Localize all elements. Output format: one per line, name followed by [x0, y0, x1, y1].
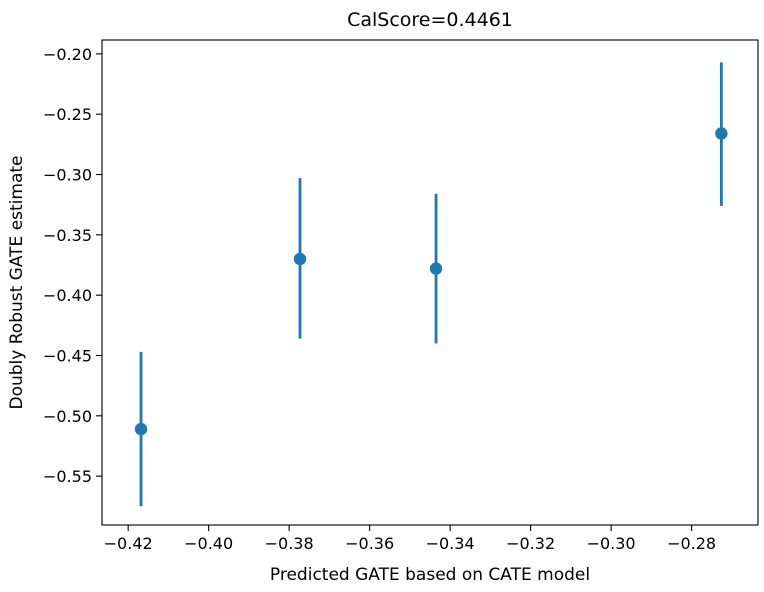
y-tick-label: −0.45 — [43, 346, 92, 365]
x-tick-label: −0.30 — [587, 534, 636, 553]
data-point — [429, 262, 443, 275]
x-tick-label: −0.36 — [345, 534, 394, 553]
y-tick-label: −0.30 — [43, 166, 92, 185]
y-axis: −0.55 −0.50 −0.45 −0.40 −0.35 −0.30 −0.25 −0.20 — [43, 45, 102, 486]
data-point — [134, 422, 148, 436]
data-point — [715, 127, 728, 140]
marker-group — [134, 127, 728, 436]
data-point — [293, 252, 307, 266]
y-axis-label: Doubly Robust GATE estimate — [7, 155, 27, 409]
plot-frame — [101, 39, 759, 526]
y-tick-label: −0.35 — [43, 226, 92, 245]
x-axis-label: Predicted GATE based on CATE model — [270, 565, 590, 585]
x-axis: −0.42 −0.40 −0.38 −0.36 −0.34 −0.32 −0.30 −0.28 — [104, 525, 716, 553]
chart-title: CalScore=0.4461 — [347, 9, 513, 31]
x-tick-label: −0.42 — [104, 534, 153, 553]
x-tick-label: −0.34 — [426, 534, 475, 553]
x-tick-label: −0.38 — [265, 534, 314, 553]
y-tick-label: −0.40 — [43, 286, 92, 305]
y-tick-label: −0.25 — [43, 105, 92, 124]
x-tick-label: −0.40 — [184, 534, 233, 553]
y-tick-label: −0.55 — [43, 467, 92, 486]
y-tick-label: −0.20 — [43, 45, 92, 64]
x-tick-label: −0.28 — [667, 534, 716, 553]
x-tick-label: −0.32 — [506, 534, 555, 553]
y-tick-label: −0.50 — [43, 407, 92, 426]
